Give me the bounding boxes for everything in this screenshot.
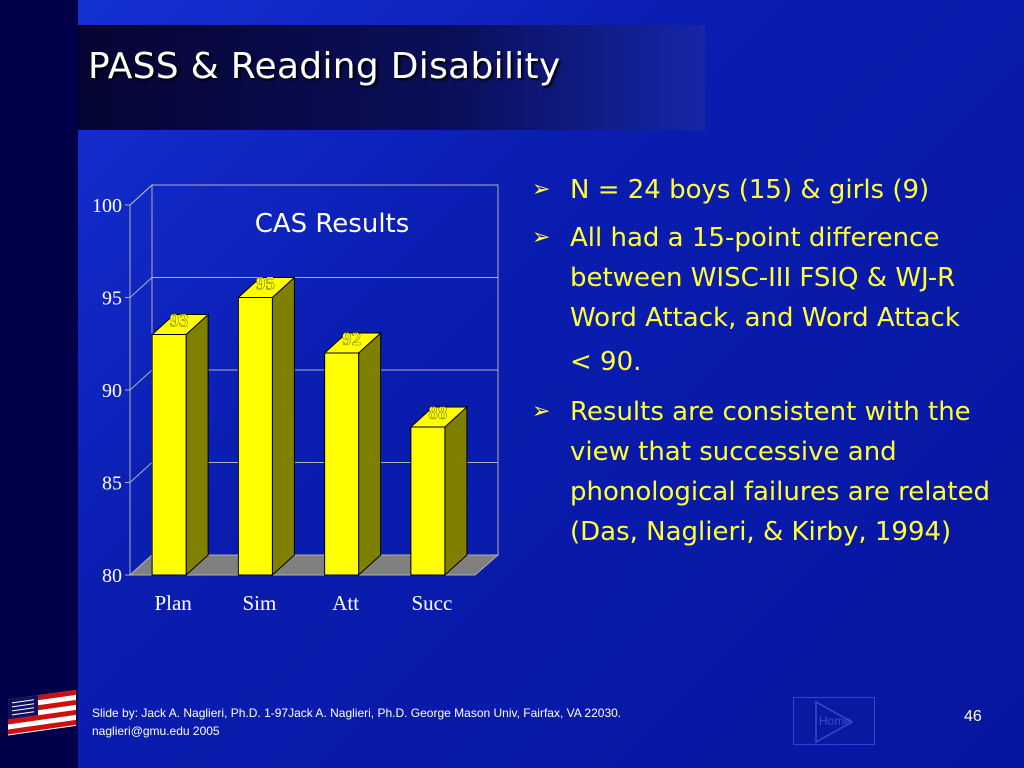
flag-icon (8, 689, 76, 736)
chart-axes: 80 85 90 95 100 (92, 195, 131, 587)
bullet-text: All had a 15-point difference between WI… (570, 223, 960, 333)
bar-front (410, 426, 446, 576)
x-tick-label: Att (332, 591, 359, 615)
grid-line-side (129, 369, 153, 391)
bar-front (151, 334, 187, 576)
arrow-right-icon: ➢ (532, 399, 551, 424)
bar-sim (237, 276, 296, 577)
bar-plan (150, 313, 210, 577)
grid-line-side (129, 277, 153, 298)
x-tick-label: Sim (242, 591, 276, 615)
bullet-list: ➢ N = 24 boys (15) & girls (9) ➢ All had a … (530, 170, 1020, 552)
grid-line-side (129, 184, 153, 206)
footer-text: Slide by: Jack A. Naglieri, Ph.D. 1-97Ja… (92, 704, 621, 740)
bar-side (271, 276, 295, 577)
grid-line-side (129, 462, 153, 483)
arrow-right-icon: ➢ (532, 225, 551, 250)
page-title: PASS & Reading Disability (88, 46, 561, 87)
bar-chart: 80 85 90 95 100 93 Plan 95 Sim 92 Att 88 Succ CAS R… (92, 183, 500, 615)
bullet-item: ➢ All had a 15-point difference between W… (530, 218, 1020, 338)
y-tick-label: 80 (102, 565, 122, 587)
bar-att (323, 331, 382, 577)
bar-side (444, 405, 468, 577)
bar-side (185, 313, 209, 577)
bullet-text: N = 24 boys (15) & girls (9) (570, 175, 930, 205)
bullet-item: ➢ Results are consistent with the view th… (530, 392, 1020, 552)
footer-line-1: Slide by: Jack A. Naglieri, Ph.D. 1-97Ja… (92, 706, 622, 720)
bullet-text: < 90. (570, 347, 642, 377)
chart-labels: 93 Plan 95 Sim 92 Att 88 Succ (154, 273, 452, 615)
page-number: 46 (964, 708, 982, 725)
bar-succ (409, 405, 469, 577)
footer-line-2: naglieri@gmu.edu 2005 (92, 724, 220, 738)
chart-bars (150, 276, 469, 577)
bar-side (358, 331, 382, 577)
bar-front (324, 352, 360, 576)
y-tick-label: 85 (102, 473, 122, 495)
bullet-text: Results are consistent with the view tha… (570, 397, 991, 547)
y-tick-label: 90 (102, 380, 122, 402)
y-tick-label: 95 (102, 288, 122, 310)
x-tick-label: Succ (411, 591, 452, 615)
play-arrow-icon (815, 700, 854, 744)
bar-value-label: 93 (170, 311, 189, 332)
chart-floor (128, 554, 500, 576)
y-tick-label: 100 (92, 195, 122, 217)
bullet-continuation: < 90. (530, 342, 1020, 382)
bar-value-label: 92 (342, 329, 361, 350)
bar-value-label: 88 (428, 403, 447, 424)
arrow-right-icon: ➢ (532, 177, 551, 202)
bullet-item: ➢ N = 24 boys (15) & girls (9) (530, 170, 1020, 210)
left-band (0, 0, 78, 768)
home-button[interactable]: Home (793, 697, 875, 745)
chart-title: CAS Results (255, 209, 410, 239)
title-bar (78, 25, 705, 130)
home-label: Home (818, 714, 851, 728)
x-tick-label: Plan (154, 591, 192, 615)
bar-front (237, 297, 273, 576)
bar-value-label: 95 (256, 274, 275, 295)
